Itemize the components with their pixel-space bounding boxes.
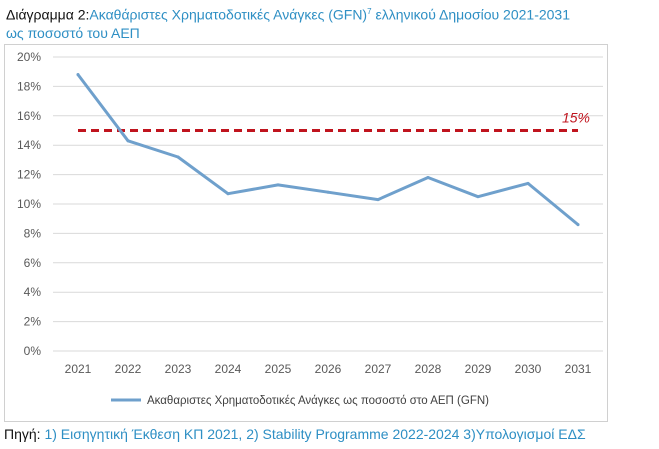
y-tick-label: 6% xyxy=(24,256,42,270)
data-point xyxy=(326,190,330,194)
x-tick-label: 2025 xyxy=(265,362,292,376)
data-point xyxy=(476,195,480,199)
y-tick-label: 8% xyxy=(24,226,42,240)
data-point xyxy=(576,223,580,227)
x-tick-label: 2022 xyxy=(115,362,142,376)
source-text: 1) Εισηγητική Έκθεση ΚΠ 2021, 2) Stabili… xyxy=(40,426,586,442)
x-tick-label: 2031 xyxy=(565,362,592,376)
y-tick-label: 12% xyxy=(17,168,41,182)
source-label: Πηγή: xyxy=(4,426,41,442)
data-point xyxy=(176,155,180,159)
title-rest: ελληνικού Δημοσίου 2021-2031 xyxy=(371,6,571,23)
y-tick-label: 18% xyxy=(17,79,41,93)
x-tick-label: 2021 xyxy=(65,362,92,376)
x-tick-label: 2023 xyxy=(165,362,192,376)
data-point xyxy=(226,192,230,196)
y-tick-label: 20% xyxy=(17,50,41,64)
data-point xyxy=(426,176,430,180)
x-tick-label: 2026 xyxy=(315,362,342,376)
data-point xyxy=(526,181,530,185)
data-point xyxy=(126,139,130,143)
legend-label: Ακαθαριστες Χρηματοδοτικές Ανάγκες ως πο… xyxy=(147,395,489,407)
y-tick-label: 16% xyxy=(17,109,41,123)
x-tick-label: 2030 xyxy=(515,362,542,376)
x-tick-label: 2024 xyxy=(215,362,242,376)
x-tick-label: 2027 xyxy=(365,362,392,376)
chart-title: Διάγραμμα 2:Ακαθάριστες Χρηματοδοτικές Α… xyxy=(6,3,656,42)
chart-frame: 0% 2% 4% 6% 8% 10% 12% 14% 16% 18% 20% 2021 2022 2023… xyxy=(4,44,608,422)
data-point xyxy=(76,73,80,77)
title-prefix: Διάγραμμα 2: xyxy=(6,6,90,23)
y-tick-label: 2% xyxy=(24,315,42,329)
chart-svg: 0% 2% 4% 6% 8% 10% 12% 14% 16% 18% 20% 2021 2022 2023… xyxy=(17,50,603,407)
data-point xyxy=(376,198,380,202)
title-line2: ως ποσοστό του ΑΕΠ xyxy=(6,24,140,41)
y-tick-label: 14% xyxy=(17,138,41,152)
series-line-gfn xyxy=(76,73,580,227)
y-tick-label: 4% xyxy=(24,285,42,299)
reference-line-label: 15% xyxy=(562,110,590,126)
x-tick-label: 2028 xyxy=(415,362,442,376)
y-tick-label: 0% xyxy=(24,344,42,358)
source-note: Πηγή: 1) Εισηγητική Έκθεση ΚΠ 2021, 2) S… xyxy=(4,426,586,442)
data-point xyxy=(276,183,280,187)
title-main: Ακαθάριστες Χρηματοδοτικές Ανάγκες (GFN) xyxy=(89,6,368,23)
title-footnote-marker: 7 xyxy=(367,7,372,16)
x-tick-label: 2029 xyxy=(465,362,492,376)
y-tick-label: 10% xyxy=(17,197,41,211)
